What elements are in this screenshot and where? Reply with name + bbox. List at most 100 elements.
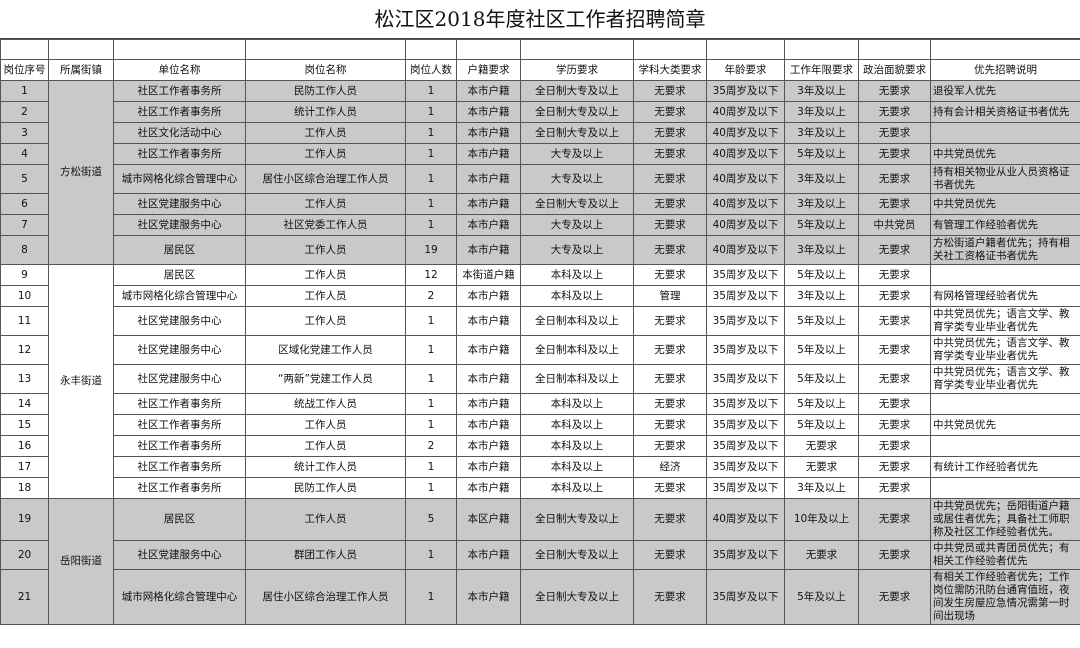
unit-name: 城市网格化综合管理中心 [113, 569, 246, 625]
header-row: 岗位序号 所属街镇 单位名称 岗位名称 岗位人数 户籍要求 学历要求 学科大类要求 年龄要求 工作… [0, 59, 1080, 81]
column-header: 年龄要求 [706, 59, 785, 81]
age: 40周岁及以下 [706, 235, 785, 265]
note: 持有会计相关资格证书者优先 [930, 101, 1080, 123]
column-header: 岗位名称 [245, 59, 406, 81]
position-count: 19 [405, 235, 457, 265]
note: 中共党员优先；岳阳街道户籍或居住者优先；具备社工师职称及社区工作经验者优先。 [930, 498, 1080, 541]
subject: 无要求 [633, 393, 707, 415]
politics: 无要求 [858, 393, 931, 415]
education: 本科及以上 [520, 477, 634, 499]
age: 40周岁及以下 [706, 164, 785, 194]
position-count: 1 [405, 80, 457, 102]
unit-name: 社区党建服务中心 [113, 306, 246, 336]
position-count: 1 [405, 164, 457, 194]
work-years: 3年及以上 [784, 285, 859, 307]
column-header: 政治面貌要求 [858, 59, 931, 81]
education: 全日制大专及以上 [520, 80, 634, 102]
position-count: 1 [405, 456, 457, 478]
position-count: 1 [405, 540, 457, 570]
position-id: 16 [0, 435, 49, 457]
politics: 无要求 [858, 569, 931, 625]
unit-name: 社区党建服务中心 [113, 364, 246, 394]
work-years: 3年及以上 [784, 122, 859, 144]
subject: 管理 [633, 285, 707, 307]
education: 全日制大专及以上 [520, 498, 634, 541]
age: 35周岁及以下 [706, 306, 785, 336]
politics: 无要求 [858, 80, 931, 102]
unit-name: 社区工作者事务所 [113, 456, 246, 478]
note: 中共党员优先；语言文学、教育学类专业毕业者优先 [930, 364, 1080, 394]
position-name: 工作人员 [245, 285, 406, 307]
subject: 无要求 [633, 101, 707, 123]
note: 有相关工作经验者优先；工作岗位需防汛防台通宵值班，夜间发生房屋应急情况需第一时间… [930, 569, 1080, 625]
age: 40周岁及以下 [706, 101, 785, 123]
unit-name: 社区工作者事务所 [113, 414, 246, 436]
position-count: 1 [405, 214, 457, 236]
position-id: 5 [0, 164, 49, 194]
position-count: 5 [405, 498, 457, 541]
unit-name: 社区工作者事务所 [113, 435, 246, 457]
age: 40周岁及以下 [706, 214, 785, 236]
position-id: 14 [0, 393, 49, 415]
politics: 无要求 [858, 285, 931, 307]
unit-name: 社区工作者事务所 [113, 143, 246, 165]
position-id: 15 [0, 414, 49, 436]
subject: 无要求 [633, 364, 707, 394]
work-years: 5年及以上 [784, 143, 859, 165]
data-row: 14 社区工作者事务所 统战工作人员 1 本市户籍 本科及以上 无要求 35周岁及以下 5年及以… [0, 393, 1080, 415]
position-id: 6 [0, 193, 49, 215]
column-header: 单位名称 [113, 59, 246, 81]
politics: 无要求 [858, 143, 931, 165]
education: 全日制大专及以上 [520, 101, 634, 123]
data-row: 12 社区党建服务中心 区域化党建工作人员 1 本市户籍 全日制本科及以上 无要求 35周岁及… [0, 335, 1080, 365]
hukou: 本市户籍 [456, 80, 521, 102]
column-header: 工作年限要求 [784, 59, 859, 81]
note: 中共党员优先；语言文学、教育学类专业毕业者优先 [930, 306, 1080, 336]
column-header: 所属街镇 [48, 59, 114, 81]
work-years: 无要求 [784, 456, 859, 478]
hukou: 本市户籍 [456, 214, 521, 236]
note [930, 435, 1080, 457]
education: 本科及以上 [520, 456, 634, 478]
data-row: 4 社区工作者事务所 工作人员 1 本市户籍 大专及以上 无要求 40周岁及以下 5年及以上 无要… [0, 143, 1080, 165]
politics: 无要求 [858, 264, 931, 286]
note: 有统计工作经验者优先 [930, 456, 1080, 478]
hukou: 本街道户籍 [456, 264, 521, 286]
position-id: 4 [0, 143, 49, 165]
hukou: 本市户籍 [456, 540, 521, 570]
data-row: 18 社区工作者事务所 民防工作人员 1 本市户籍 本科及以上 无要求 35周岁及以下 3年及以… [0, 477, 1080, 499]
position-count: 1 [405, 306, 457, 336]
empty-cell [520, 39, 634, 60]
note: 有管理工作经验者优先 [930, 214, 1080, 236]
unit-name: 社区党建服务中心 [113, 335, 246, 365]
politics: 无要求 [858, 364, 931, 394]
hukou: 本市户籍 [456, 306, 521, 336]
work-years: 无要求 [784, 435, 859, 457]
column-header: 户籍要求 [456, 59, 521, 81]
position-count: 1 [405, 414, 457, 436]
data-row: 10 城市网格化综合管理中心 工作人员 2 本市户籍 本科及以上 管理 35周岁及以下 3年及以… [0, 285, 1080, 307]
work-years: 5年及以上 [784, 569, 859, 625]
data-row: 9 永丰街道 居民区 工作人员 12 本街道户籍 本科及以上 无要求 35周岁及以下 5年及以上无… [0, 264, 1080, 499]
unit-name: 社区工作者事务所 [113, 477, 246, 499]
age: 35周岁及以下 [706, 477, 785, 499]
position-count: 2 [405, 435, 457, 457]
education: 大专及以上 [520, 164, 634, 194]
hukou: 本区户籍 [456, 498, 521, 541]
hukou: 本市户籍 [456, 101, 521, 123]
work-years: 3年及以上 [784, 101, 859, 123]
district: 方松街道 [48, 80, 114, 265]
hukou: 本市户籍 [456, 364, 521, 394]
hukou: 本市户籍 [456, 456, 521, 478]
age: 35周岁及以下 [706, 456, 785, 478]
subject: 无要求 [633, 477, 707, 499]
position-name: 区域化党建工作人员 [245, 335, 406, 365]
position-count: 1 [405, 393, 457, 415]
empty-cell [633, 39, 707, 60]
note [930, 122, 1080, 144]
data-row: 15 社区工作者事务所 工作人员 1 本市户籍 本科及以上 无要求 35周岁及以下 5年及以上无… [0, 414, 1080, 436]
empty-cell [48, 39, 114, 60]
politics: 无要求 [858, 540, 931, 570]
work-years: 5年及以上 [784, 214, 859, 236]
